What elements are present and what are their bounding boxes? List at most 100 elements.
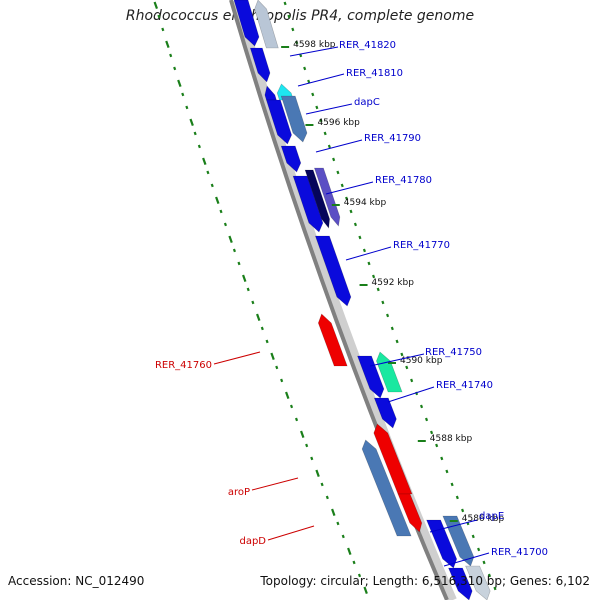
gc-tick-mark bbox=[223, 222, 227, 227]
label-leader-line bbox=[297, 73, 345, 87]
gc-tick-mark bbox=[193, 131, 197, 136]
gc-tick-mark bbox=[493, 586, 497, 591]
gc-tick-mark bbox=[265, 339, 269, 344]
gene-label-rer-41820[interactable]: RER_41820 bbox=[339, 40, 396, 51]
gene-rer-41830[interactable] bbox=[233, 0, 260, 47]
gc-tick-mark bbox=[390, 326, 394, 331]
gc-tick-mark bbox=[367, 261, 371, 266]
gene-strip-top[interactable] bbox=[254, 0, 279, 49]
gc-tick-mark bbox=[345, 196, 349, 201]
gene-dape[interactable] bbox=[426, 519, 458, 569]
gene-rer-41800[interactable] bbox=[265, 99, 292, 145]
gene-label-rer-41760[interactable]: RER_41760 bbox=[155, 360, 212, 371]
gene-rer-41820[interactable] bbox=[249, 47, 271, 83]
gc-tick-mark bbox=[336, 170, 340, 175]
gene-label-rer-41780[interactable]: RER_41780 bbox=[375, 175, 432, 186]
gc-tick-mark bbox=[461, 508, 465, 513]
gene-rer-41770[interactable] bbox=[314, 235, 352, 307]
gene-dapd[interactable] bbox=[397, 493, 423, 533]
gc-tick-mark bbox=[228, 235, 233, 243]
gc-tick-mark bbox=[285, 391, 290, 399]
label-leader-line bbox=[369, 353, 425, 367]
gc-tick-mark bbox=[270, 352, 275, 360]
gc-tick-mark bbox=[311, 92, 315, 97]
gene-rer-41780[interactable] bbox=[292, 175, 324, 233]
gc-tick-tracks bbox=[153, 1, 497, 594]
gc-tick-mark bbox=[181, 92, 185, 97]
gc-tick-mark bbox=[161, 27, 165, 32]
gc-tick-mark bbox=[232, 248, 236, 253]
gc-tick-mark bbox=[219, 209, 223, 214]
gene-label-rer-41740[interactable]: RER_41740 bbox=[436, 380, 493, 391]
gc-tick-mark bbox=[325, 495, 329, 500]
gene-small-a[interactable] bbox=[264, 85, 277, 101]
gc-tick-mark bbox=[153, 1, 158, 9]
gc-tick-mark bbox=[477, 547, 481, 552]
gene-arop[interactable] bbox=[373, 423, 413, 495]
gene-rer-41790[interactable] bbox=[280, 145, 302, 173]
gene-label-arop[interactable]: aroP bbox=[228, 487, 250, 498]
gc-tick-mark bbox=[386, 313, 390, 318]
gc-tick-mark bbox=[419, 404, 424, 409]
gene-label-rer-41810[interactable]: RER_41810 bbox=[346, 68, 403, 79]
topology-text: Topology: circular; Length: 6,516,310 bp… bbox=[260, 574, 590, 588]
gc-tick-mark bbox=[260, 326, 264, 331]
gc-tick-mark bbox=[450, 482, 454, 487]
gene-rer-41760[interactable] bbox=[317, 313, 348, 367]
gc-tick-mark bbox=[315, 105, 319, 110]
gc-tick-mark bbox=[300, 430, 305, 438]
gene-label-rer-41750[interactable]: RER_41750 bbox=[425, 347, 482, 358]
gene-rer-41780-b[interactable] bbox=[304, 169, 330, 229]
gc-tick-mark bbox=[445, 469, 449, 474]
label-leader-line bbox=[443, 552, 490, 567]
gc-tick-mark bbox=[352, 560, 356, 565]
gc-tick-mark bbox=[242, 274, 247, 282]
gc-tick-mark bbox=[315, 469, 320, 477]
gene-label-dapd[interactable]: dapD bbox=[239, 536, 266, 547]
gc-tick-mark bbox=[362, 248, 366, 253]
gc-tick-mark bbox=[202, 157, 207, 165]
gc-tick-mark bbox=[157, 14, 161, 19]
gene-label-rer-41790[interactable]: RER_41790 bbox=[364, 133, 421, 144]
gene-rer-41750-b[interactable] bbox=[376, 351, 403, 393]
gc-tick-mark bbox=[363, 586, 368, 594]
gene-dape-b[interactable] bbox=[442, 515, 475, 567]
gc-tick-mark bbox=[440, 456, 444, 461]
gc-tick-mark bbox=[430, 430, 434, 435]
gene-arop-steel[interactable] bbox=[361, 439, 412, 537]
gene-label-rer-41700[interactable]: RER_41700 bbox=[491, 547, 548, 558]
gene-label-dapc[interactable]: dapC bbox=[354, 97, 380, 108]
gc-tick-mark bbox=[405, 365, 409, 370]
gc-tick-mark bbox=[206, 170, 210, 175]
gc-tick-mark bbox=[251, 300, 255, 305]
gene-rer-41740[interactable] bbox=[373, 397, 397, 429]
gc-tick-mark bbox=[358, 235, 362, 240]
gene-label-rer-41770[interactable]: RER_41770 bbox=[393, 240, 450, 251]
gc-tick-mark bbox=[210, 183, 214, 188]
gc-tick-mark bbox=[410, 378, 414, 383]
gene-dapc[interactable] bbox=[280, 95, 308, 143]
label-leader-line bbox=[345, 246, 392, 261]
label-leader-line bbox=[213, 351, 261, 365]
gc-tick-mark bbox=[340, 183, 344, 188]
gc-tick-mark bbox=[424, 417, 429, 422]
gene-rer-41750[interactable] bbox=[357, 355, 385, 399]
gc-tick-mark bbox=[289, 404, 294, 409]
gc-tick-mark bbox=[347, 547, 352, 555]
kbp-label: 4596 kbp bbox=[317, 118, 360, 128]
gc-tick-mark bbox=[295, 40, 299, 45]
kbp-label: 4588 kbp bbox=[430, 434, 473, 444]
gc-tick-mark bbox=[336, 521, 340, 526]
gc-tick-mark bbox=[197, 144, 201, 149]
gene-strip-bottom[interactable] bbox=[465, 565, 491, 600]
gene-label-dape[interactable]: dapE bbox=[479, 511, 504, 522]
gc-tick-mark bbox=[189, 118, 194, 126]
kbp-scale: 4598 kbp 4596 kbp 4594 kbp 4592 kbp 4590 kbp… bbox=[281, 40, 504, 524]
gene-rer-41780-c[interactable] bbox=[313, 167, 341, 227]
kbp-label: 4592 kbp bbox=[372, 278, 415, 288]
gc-tick-mark bbox=[294, 417, 299, 422]
gc-tick-mark bbox=[275, 365, 279, 370]
gene-rer-41700[interactable] bbox=[448, 567, 473, 600]
gc-tick-mark bbox=[331, 508, 336, 516]
